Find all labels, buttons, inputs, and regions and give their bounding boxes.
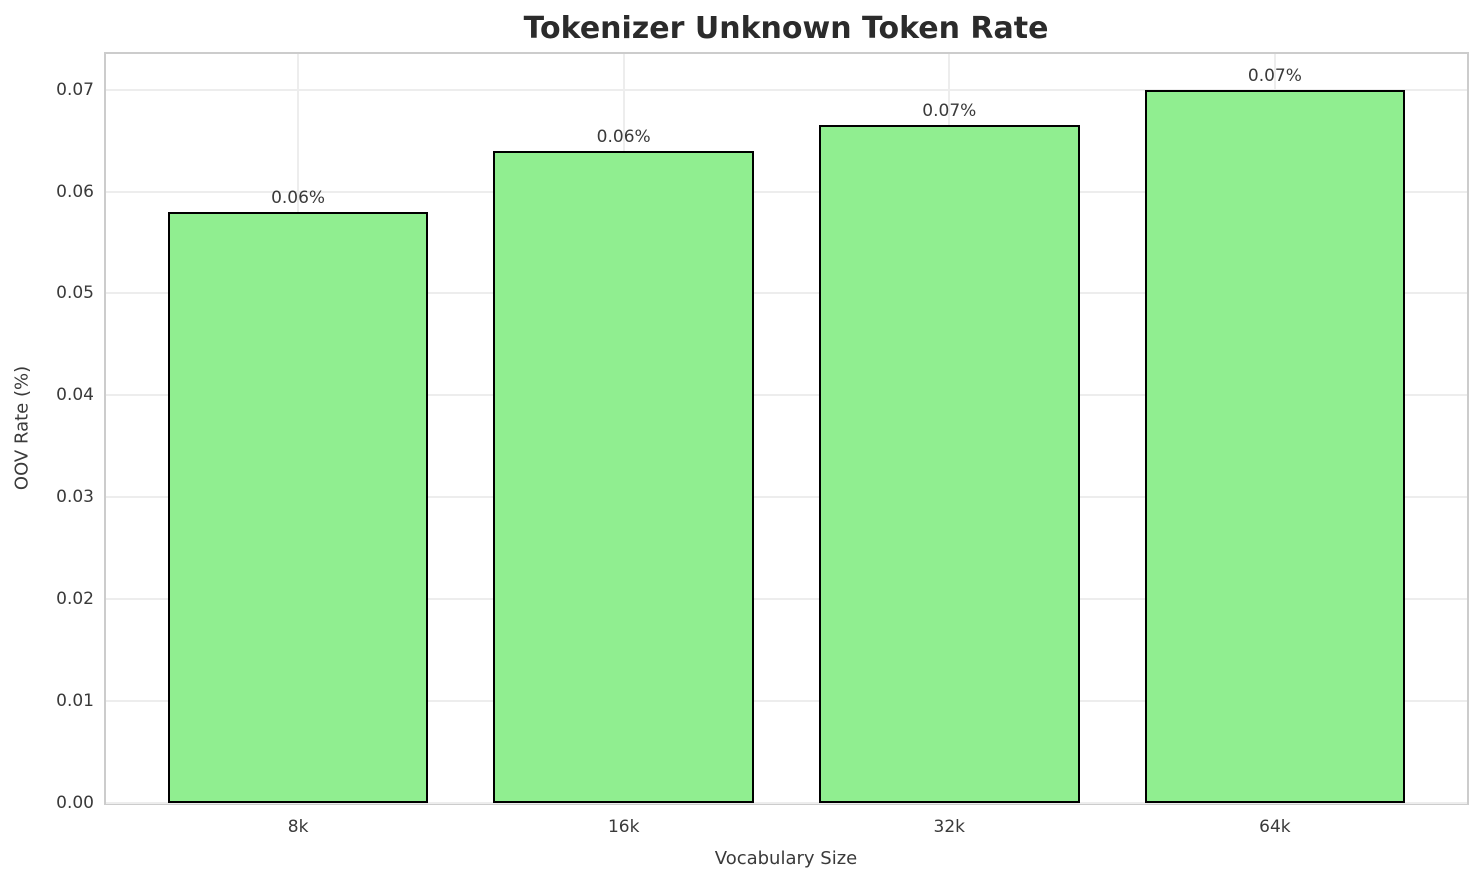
bar-value-label: 0.06% [271, 187, 326, 208]
bar [1144, 89, 1406, 803]
x-tick-label: 16k [607, 817, 640, 837]
horizontal-gridline [106, 700, 1467, 703]
x-tick-label: 8k [287, 817, 309, 837]
y-tick-label: 0.07 [56, 79, 94, 100]
chart-title: Tokenizer Unknown Token Rate [523, 11, 1049, 46]
horizontal-gridline [106, 190, 1467, 193]
horizontal-gridline [106, 496, 1467, 499]
bar [819, 125, 1080, 803]
horizontal-gridline [106, 394, 1467, 397]
horizontal-gridline [106, 88, 1467, 91]
x-axis-label: Vocabulary Size [714, 848, 858, 869]
horizontal-gridline [106, 598, 1467, 601]
bar [493, 150, 754, 803]
y-tick-label: 0.04 [56, 385, 94, 406]
y-tick-label: 0.05 [56, 283, 94, 304]
y-tick-label: 0.01 [56, 691, 94, 712]
bar [167, 211, 429, 803]
plot-area: 0.00 0.01 0.02 0.03 0.04 0.05 0.06 0.07 8k 16k 32k… [56, 52, 1469, 837]
y-tick-label: 0.00 [56, 793, 94, 813]
x-tick-label: 32k [933, 817, 966, 837]
bar-value-label: 0.06% [596, 126, 651, 147]
horizontal-gridline [106, 292, 1467, 295]
y-tick-label: 0.03 [56, 487, 94, 508]
bar-value-label: 0.07% [922, 101, 977, 122]
y-tick-label: 0.06 [56, 181, 94, 202]
y-tick-label: 0.02 [56, 589, 94, 610]
bar-value-label: 0.07% [1247, 65, 1302, 86]
x-tick-label: 64k [1259, 817, 1291, 837]
horizontal-gridline [106, 802, 1467, 804]
